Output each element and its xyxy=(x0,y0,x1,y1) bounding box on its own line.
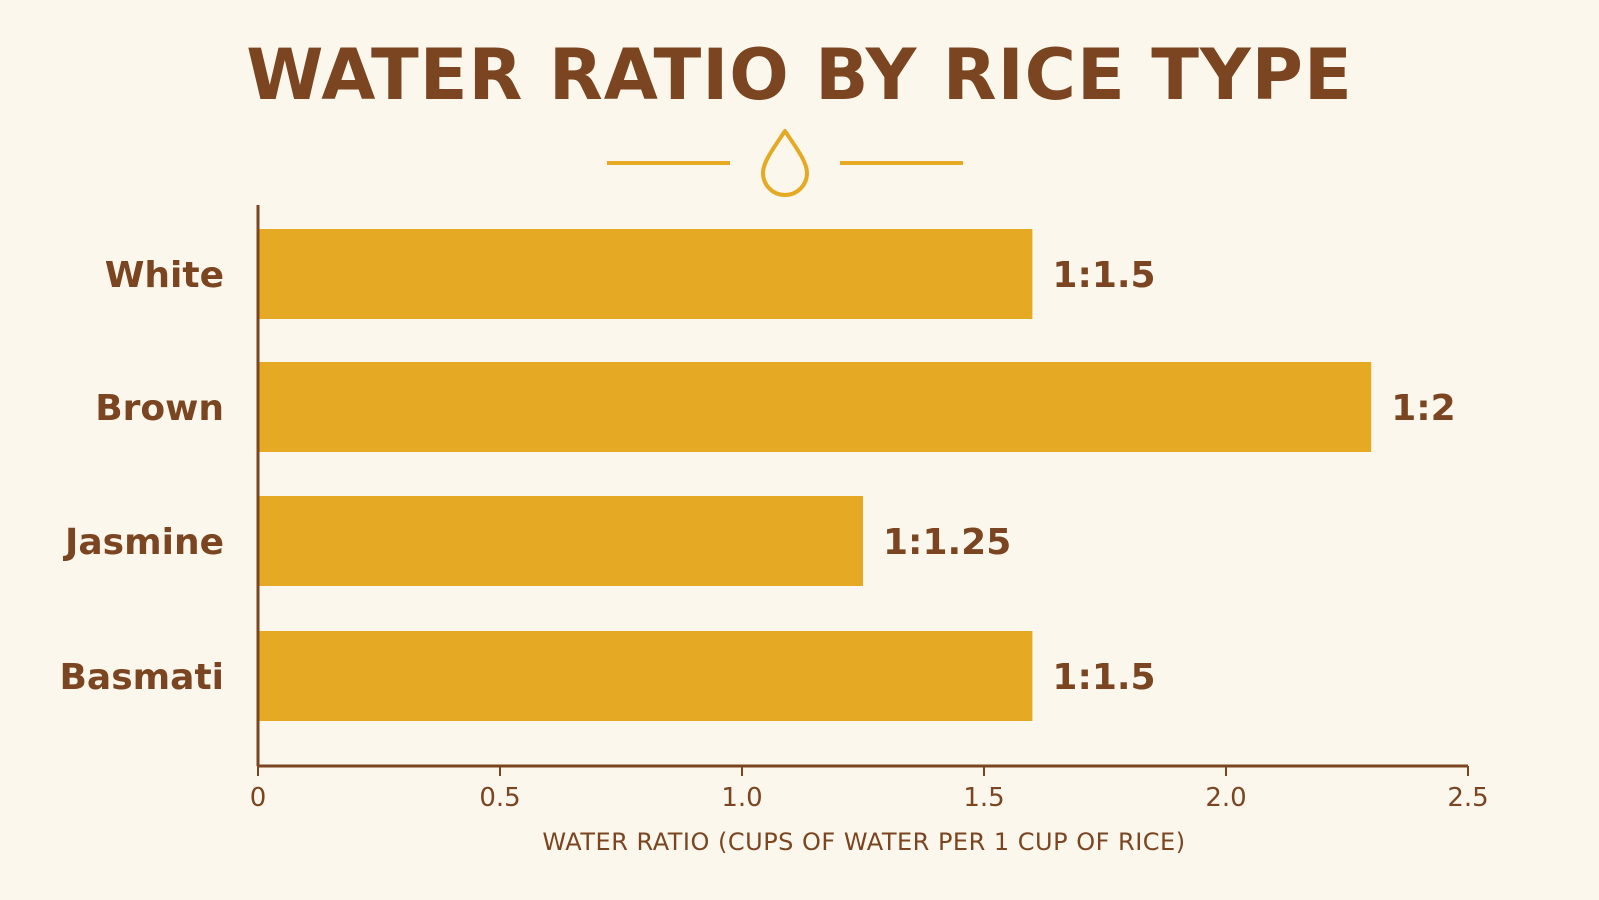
chart-title: WATER RATIO BY RICE TYPE xyxy=(246,34,1353,116)
x-axis-title: WATER RATIO (CUPS OF WATER PER 1 CUP OF … xyxy=(542,828,1186,856)
category-label-white: White xyxy=(105,255,224,296)
x-tick-label-5: 2.5 xyxy=(1447,783,1488,813)
bar-jasmine xyxy=(258,496,863,586)
x-tick-label-1: 0.5 xyxy=(479,783,520,813)
data-label-white: 1:1.5 xyxy=(1052,255,1155,296)
x-tick-label-3: 1.5 xyxy=(963,783,1004,813)
data-label-brown: 1:2 xyxy=(1391,388,1456,429)
data-label-jasmine: 1:1.25 xyxy=(883,522,1011,563)
category-label-brown: Brown xyxy=(95,388,224,429)
data-label-basmati: 1:1.5 xyxy=(1052,657,1155,698)
bar-white xyxy=(258,229,1033,319)
water-drop-icon xyxy=(761,129,809,197)
bar-basmati xyxy=(258,631,1033,721)
x-tick-label-2: 1.0 xyxy=(721,783,762,813)
bar-brown xyxy=(258,362,1372,452)
title-divider xyxy=(607,129,963,197)
x-tick-label-0: 0 xyxy=(250,783,267,813)
x-tick-label-4: 2.0 xyxy=(1205,783,1246,813)
category-label-basmati: Basmati xyxy=(59,657,224,698)
category-label-jasmine: Jasmine xyxy=(62,522,224,563)
